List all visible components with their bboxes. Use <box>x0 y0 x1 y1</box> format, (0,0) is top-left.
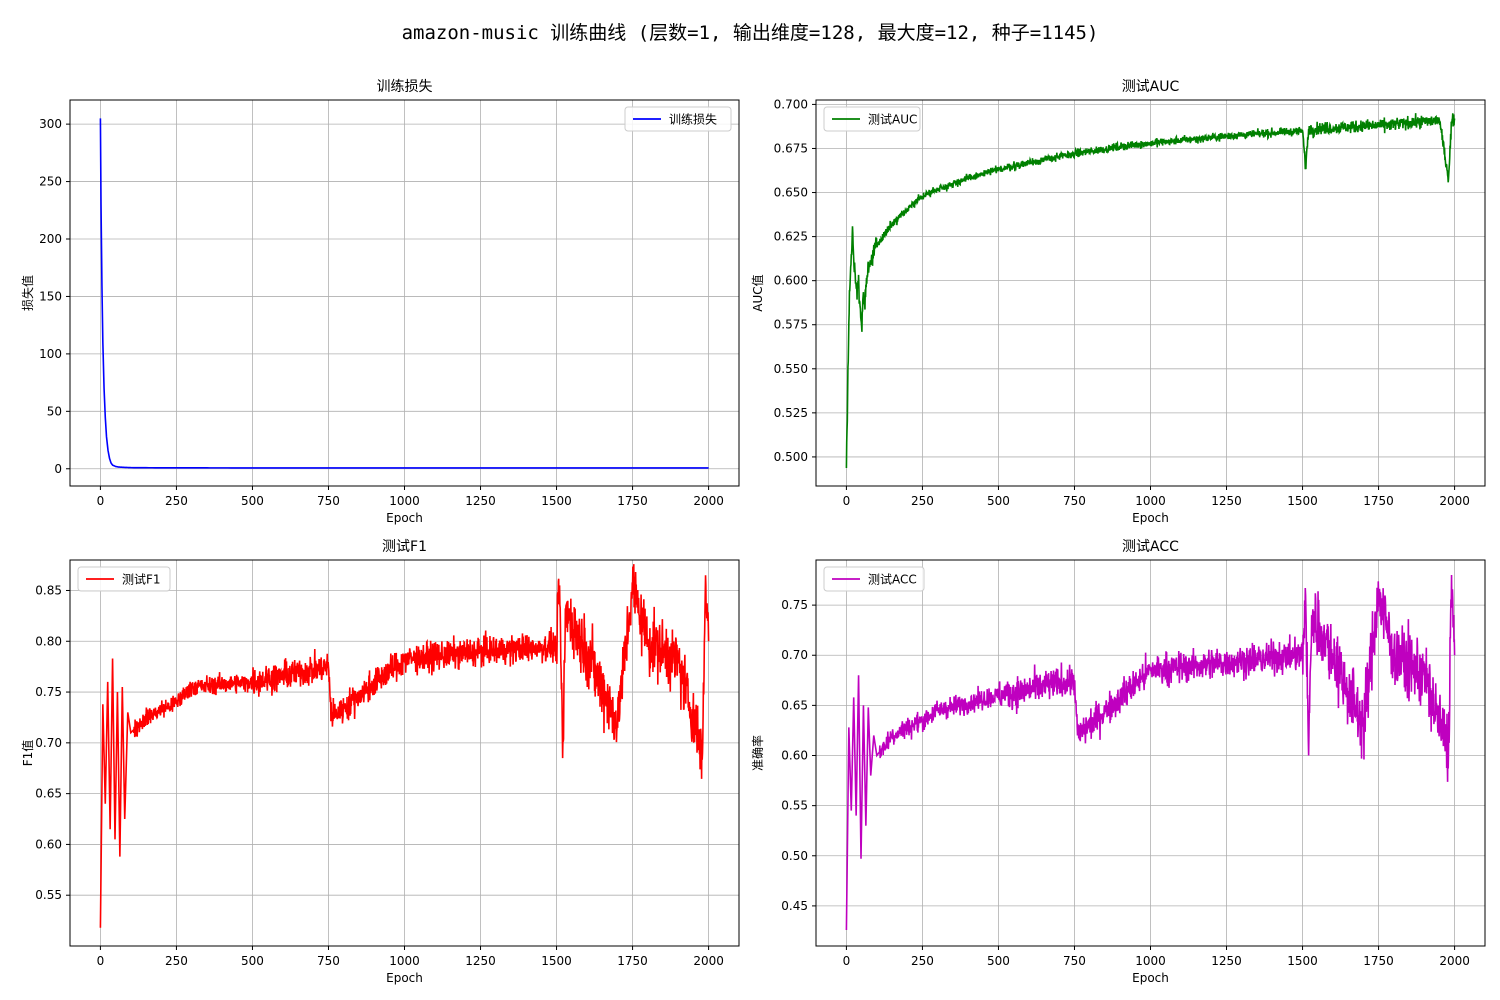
y-tick-label: 0.575 <box>774 318 808 332</box>
x-tick-label: 1500 <box>541 494 572 508</box>
x-tick-label: 1750 <box>617 494 648 508</box>
y-tick-label: 0.70 <box>781 648 808 662</box>
y-tick-label: 0.700 <box>774 97 808 111</box>
panel-title-auc: 测试AUC <box>1122 79 1180 95</box>
x-tick-label: 250 <box>165 494 188 508</box>
y-tick-label: 0.50 <box>781 849 808 863</box>
chart-panel-acc: 0 250 500 750 1000 1250 1500 1750 2000 0.45 0.50 0.… <box>750 539 1486 985</box>
figure-title: amazon-music 训练曲线 (层数=1, 输出维度=128, 最大度=1… <box>401 22 1099 44</box>
y-tick-label: 250 <box>39 175 62 189</box>
y-tick-label: 0.70 <box>35 736 62 750</box>
y-tick-label: 0.525 <box>774 406 808 420</box>
x-tick-label: 500 <box>241 954 264 968</box>
y-axis-label: F1值 <box>20 740 35 767</box>
x-tick-label: 250 <box>911 494 934 508</box>
panel-title-loss: 训练损失 <box>377 79 433 95</box>
x-tick-label: 1000 <box>389 954 420 968</box>
x-tick-label: 250 <box>165 954 188 968</box>
chart-panel-f1: 0 250 500 750 1000 1250 1500 1750 2000 0.55 0.60 0.… <box>20 539 740 985</box>
y-tick-label: 300 <box>39 117 62 131</box>
x-tick-label: 1250 <box>465 954 496 968</box>
legend-label: 测试AUC <box>868 112 917 127</box>
y-tick-label: 0.650 <box>774 186 808 200</box>
y-tick-label: 0.85 <box>35 583 62 597</box>
y-tick-label: 0.65 <box>35 787 62 801</box>
y-tick-label: 0.675 <box>774 141 808 155</box>
legend-box <box>77 566 171 592</box>
y-tick-label: 0.500 <box>774 450 808 464</box>
y-tick-label: 0.60 <box>781 749 808 763</box>
x-tick-label: 1500 <box>1287 954 1318 968</box>
y-tick-label: 150 <box>39 289 62 303</box>
series-line-acc <box>845 575 1456 930</box>
x-tick-label: 1000 <box>389 494 420 508</box>
x-tick-label: 0 <box>843 494 851 508</box>
legend-label: 测试F1 <box>122 572 161 587</box>
legend-box <box>624 106 732 132</box>
x-tick-label: 500 <box>241 494 264 508</box>
x-tick-label: 0 <box>97 954 105 968</box>
x-tick-label: 1750 <box>1363 494 1394 508</box>
x-tick-label: 1500 <box>541 954 572 968</box>
y-tick-label: 0.625 <box>774 230 808 244</box>
legend-box <box>823 566 925 592</box>
y-tick-label: 0 <box>54 462 62 476</box>
x-tick-label: 2000 <box>1439 954 1470 968</box>
x-tick-label: 500 <box>987 494 1010 508</box>
y-tick-label: 0.75 <box>35 685 62 699</box>
x-tick-label: 1000 <box>1135 954 1166 968</box>
legend-label: 训练损失 <box>669 112 717 127</box>
y-tick-label: 0.75 <box>781 598 808 612</box>
series-line-auc <box>845 113 1456 469</box>
y-axis-label: 损失值 <box>20 275 35 311</box>
y-axis-label: 准确率 <box>750 735 765 771</box>
x-tick-label: 1750 <box>1363 954 1394 968</box>
series-line-f1 <box>99 564 710 928</box>
x-tick-label: 2000 <box>693 494 724 508</box>
y-tick-label: 0.45 <box>781 899 808 913</box>
x-tick-label: 1250 <box>1211 494 1242 508</box>
x-tick-label: 2000 <box>693 954 724 968</box>
legend-label: 测试ACC <box>868 572 917 587</box>
x-tick-label: 0 <box>843 954 851 968</box>
series-line-loss <box>99 118 709 469</box>
x-tick-label: 1250 <box>465 494 496 508</box>
x-tick-label: 2000 <box>1439 494 1470 508</box>
x-axis-label: Epoch <box>1132 511 1169 525</box>
panel-title-acc: 测试ACC <box>1122 539 1179 555</box>
x-tick-label: 500 <box>987 954 1010 968</box>
y-tick-label: 50 <box>47 404 62 418</box>
x-tick-label: 750 <box>317 954 340 968</box>
y-tick-label: 0.60 <box>35 837 62 851</box>
x-tick-label: 750 <box>317 494 340 508</box>
y-axis-label: AUC值 <box>750 274 765 311</box>
panel-title-f1: 测试F1 <box>382 539 427 555</box>
legend-box <box>823 106 921 132</box>
y-tick-label: 0.550 <box>774 362 808 376</box>
x-tick-label: 750 <box>1063 954 1086 968</box>
x-tick-label: 1250 <box>1211 954 1242 968</box>
x-axis-label: Epoch <box>1132 971 1169 985</box>
x-tick-label: 250 <box>911 954 934 968</box>
y-tick-label: 0.65 <box>781 698 808 712</box>
x-tick-label: 1500 <box>1287 494 1318 508</box>
y-tick-label: 0.55 <box>35 888 62 902</box>
y-tick-label: 0.80 <box>35 634 62 648</box>
x-tick-label: 1750 <box>617 954 648 968</box>
x-tick-label: 1000 <box>1135 494 1166 508</box>
x-axis-label: Epoch <box>386 511 423 525</box>
chart-panel-loss: 0 250 500 750 1000 1250 1500 1750 2000 0 50 100 150 2… <box>20 79 740 525</box>
y-tick-label: 0.55 <box>781 799 808 813</box>
y-tick-label: 200 <box>39 232 62 246</box>
x-tick-label: 750 <box>1063 494 1086 508</box>
x-axis-label: Epoch <box>386 971 423 985</box>
y-tick-label: 0.600 <box>774 274 808 288</box>
chart-panel-auc: 0 250 500 750 1000 1250 1500 1750 2000 0.500 0.525… <box>750 79 1486 525</box>
x-tick-label: 0 <box>97 494 105 508</box>
y-tick-label: 100 <box>39 347 62 361</box>
